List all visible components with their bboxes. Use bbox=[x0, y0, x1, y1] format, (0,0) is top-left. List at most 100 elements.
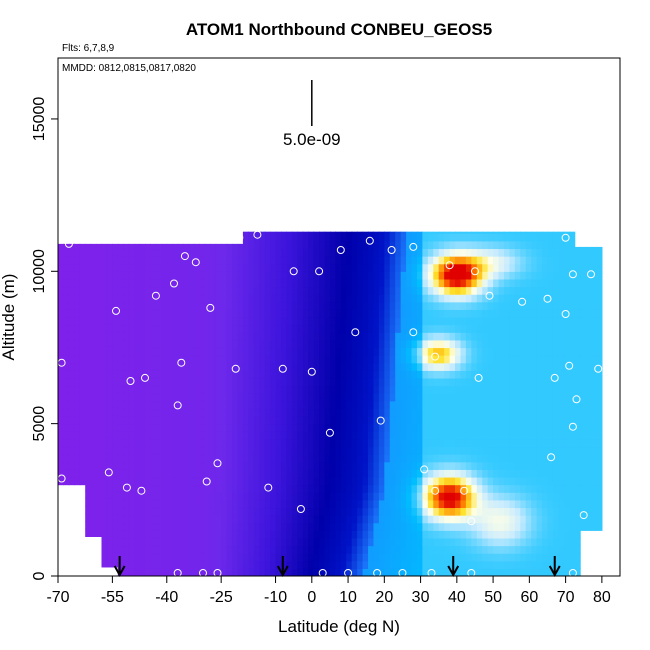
heatmap-cell bbox=[422, 416, 429, 425]
heatmap-cell bbox=[395, 256, 402, 265]
heatmap-cell bbox=[536, 553, 543, 562]
heatmap-cell bbox=[574, 515, 581, 524]
heatmap-cell bbox=[574, 332, 581, 341]
heatmap-cell bbox=[471, 400, 478, 410]
heatmap-cell bbox=[90, 483, 97, 492]
heatmap-cell bbox=[210, 408, 217, 417]
heatmap-cell bbox=[400, 286, 407, 295]
heatmap-cell bbox=[373, 446, 380, 455]
heatmap-cell bbox=[63, 355, 70, 364]
heatmap-cell bbox=[101, 285, 108, 294]
heatmap-cell bbox=[101, 437, 108, 446]
heatmap-cell bbox=[503, 568, 511, 576]
heatmap-cell bbox=[465, 233, 472, 242]
heatmap-cell bbox=[357, 408, 364, 417]
heatmap-cell bbox=[574, 507, 581, 516]
heatmap-cell bbox=[378, 522, 385, 531]
heatmap-cell bbox=[112, 330, 119, 339]
heatmap-cell bbox=[150, 286, 157, 295]
heatmap-cell bbox=[291, 530, 298, 539]
heatmap-cell bbox=[74, 446, 81, 455]
heatmap-cell bbox=[585, 461, 592, 470]
heatmap-cell bbox=[253, 408, 260, 417]
heatmap-cell bbox=[253, 515, 260, 524]
heatmap-cell bbox=[427, 370, 434, 379]
heatmap-cell bbox=[302, 233, 309, 242]
heatmap-cell bbox=[552, 339, 559, 349]
heatmap-cell bbox=[395, 248, 402, 257]
heatmap-cell bbox=[324, 461, 331, 470]
heatmap-cell bbox=[433, 446, 440, 455]
heatmap-cell bbox=[536, 537, 543, 547]
heatmap-cell bbox=[552, 231, 559, 234]
heatmap-cell bbox=[335, 476, 342, 486]
heatmap-cell bbox=[117, 446, 124, 455]
heatmap-cell bbox=[340, 339, 347, 349]
heatmap-cell bbox=[123, 492, 130, 501]
heatmap-cell bbox=[63, 347, 70, 356]
heatmap-cell bbox=[313, 446, 320, 455]
heatmap-cell bbox=[427, 278, 434, 288]
heatmap-cell bbox=[226, 530, 233, 539]
heatmap-cell bbox=[362, 256, 369, 265]
heatmap-cell bbox=[384, 256, 391, 265]
heatmap-cell bbox=[596, 278, 603, 288]
heatmap-cell bbox=[139, 560, 146, 569]
heatmap-cell bbox=[253, 454, 260, 463]
heatmap-cell bbox=[503, 537, 511, 547]
heatmap-cell bbox=[128, 385, 135, 394]
heatmap-cell bbox=[531, 370, 538, 379]
heatmap-cell bbox=[476, 271, 483, 280]
heatmap-cell bbox=[536, 248, 543, 257]
heatmap-cell bbox=[384, 393, 391, 402]
heatmap-cell bbox=[123, 377, 130, 387]
heatmap-cell bbox=[319, 522, 326, 531]
heatmap-cell bbox=[590, 469, 598, 478]
heatmap-cell bbox=[514, 309, 521, 318]
heatmap-cell bbox=[542, 377, 549, 387]
heatmap-cell bbox=[406, 431, 413, 440]
heatmap-cell bbox=[188, 317, 195, 326]
heatmap-cell bbox=[112, 490, 119, 499]
heatmap-cell bbox=[204, 545, 211, 554]
heatmap-cell bbox=[531, 492, 538, 501]
heatmap-cell bbox=[210, 347, 217, 356]
heatmap-cell bbox=[63, 271, 70, 280]
heatmap-cell bbox=[547, 317, 554, 326]
heatmap-cell bbox=[85, 300, 92, 309]
heatmap-cell bbox=[101, 300, 108, 309]
heatmap-cell bbox=[569, 286, 576, 295]
heatmap-cell bbox=[498, 240, 505, 250]
heatmap-cell bbox=[487, 233, 494, 242]
heatmap-cell bbox=[378, 286, 385, 295]
heatmap-cell bbox=[210, 545, 217, 554]
heatmap-cell bbox=[210, 515, 217, 524]
heatmap-cell bbox=[346, 370, 353, 379]
heatmap-cell bbox=[520, 515, 527, 524]
heatmap-cell bbox=[389, 309, 396, 318]
heatmap-cell bbox=[155, 393, 162, 402]
heatmap-cell bbox=[210, 324, 217, 333]
heatmap-cell bbox=[542, 431, 549, 440]
heatmap-cell bbox=[536, 400, 543, 410]
heatmap-cell bbox=[329, 568, 336, 576]
heatmap-cell bbox=[476, 476, 483, 486]
heatmap-cell bbox=[329, 408, 336, 417]
heatmap-cell bbox=[503, 515, 511, 524]
heatmap-cell bbox=[580, 294, 587, 303]
heatmap-cell bbox=[259, 317, 266, 326]
heatmap-cell bbox=[503, 492, 511, 501]
heatmap-cell bbox=[471, 484, 478, 493]
heatmap-cell bbox=[552, 301, 559, 310]
heatmap-cell bbox=[275, 377, 282, 387]
heatmap-cell bbox=[406, 507, 413, 516]
heatmap-cell bbox=[221, 263, 228, 272]
heatmap-cell bbox=[520, 476, 527, 486]
heatmap-cell bbox=[455, 492, 462, 501]
heatmap-cell bbox=[525, 454, 532, 463]
heatmap-cell bbox=[351, 278, 358, 288]
heatmap-cell bbox=[569, 347, 576, 356]
heatmap-cell bbox=[264, 507, 271, 516]
heatmap-cell bbox=[596, 246, 603, 250]
